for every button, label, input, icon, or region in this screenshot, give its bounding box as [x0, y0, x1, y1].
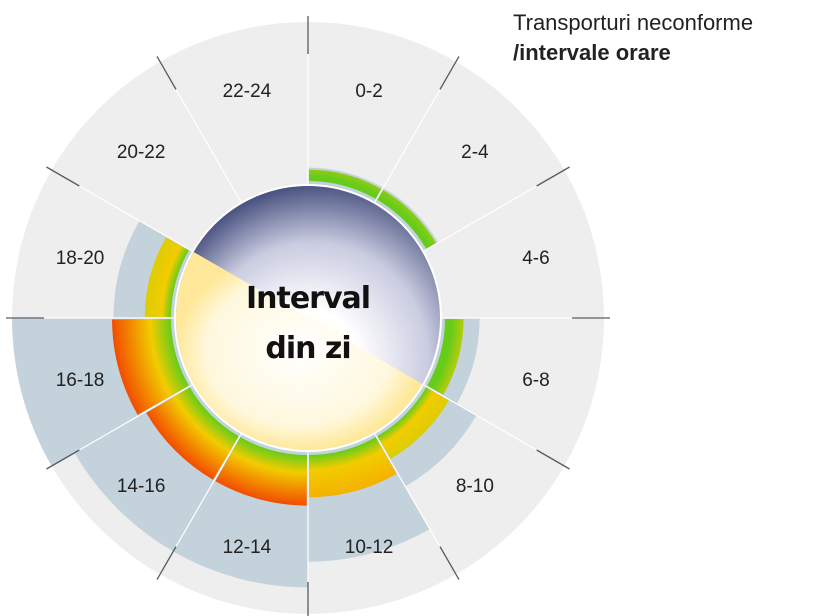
bar-18-20: [144, 237, 189, 318]
interval-label-8-10: 8-10: [456, 476, 494, 497]
bg-bar-8-10: [374, 384, 477, 487]
interval-label-20-22: 20-22: [117, 142, 166, 163]
tick-mark: [536, 449, 570, 470]
tick-mark: [46, 166, 80, 187]
tick-mark: [156, 56, 177, 90]
chart-title: Transporturi neconforme /intervale orare: [513, 8, 833, 68]
center-label-line1: Interval: [246, 281, 370, 316]
tick-mark: [156, 546, 177, 580]
bar-12-14: [215, 437, 308, 506]
tick-mark: [536, 166, 570, 187]
interval-label-22-24: 22-24: [223, 81, 272, 102]
bar-0-2: [308, 169, 382, 199]
tick-mark: [439, 546, 460, 580]
chart-title-line2: /intervale orare: [513, 40, 671, 65]
bar-14-16: [146, 387, 239, 480]
bar-8-10: [377, 387, 449, 459]
interval-label-6-8: 6-8: [522, 370, 549, 391]
center-rim: [174, 184, 442, 452]
tick-mark: [46, 449, 80, 470]
bar-16-18: [112, 318, 189, 415]
interval-label-10-12: 10-12: [345, 537, 394, 558]
bar-2-4: [377, 190, 436, 249]
interval-label-16-18: 16-18: [56, 370, 105, 391]
interval-label-0-2: 0-2: [355, 81, 382, 102]
center-warm-wedge: [176, 252, 423, 450]
interval-label-4-6: 4-6: [522, 248, 549, 269]
bar-10-12: [308, 437, 397, 498]
interval-label-14-16: 14-16: [117, 476, 166, 497]
interval-label-12-14: 12-14: [223, 537, 272, 558]
interval-label-2-4: 2-4: [461, 142, 489, 163]
chart-title-line1: Transporturi neconforme: [513, 10, 754, 35]
interval-label-18-20: 18-20: [56, 248, 105, 269]
tick-mark: [439, 56, 460, 90]
center-label-line2: din zi: [265, 331, 350, 366]
bar-6-8: [427, 318, 464, 395]
